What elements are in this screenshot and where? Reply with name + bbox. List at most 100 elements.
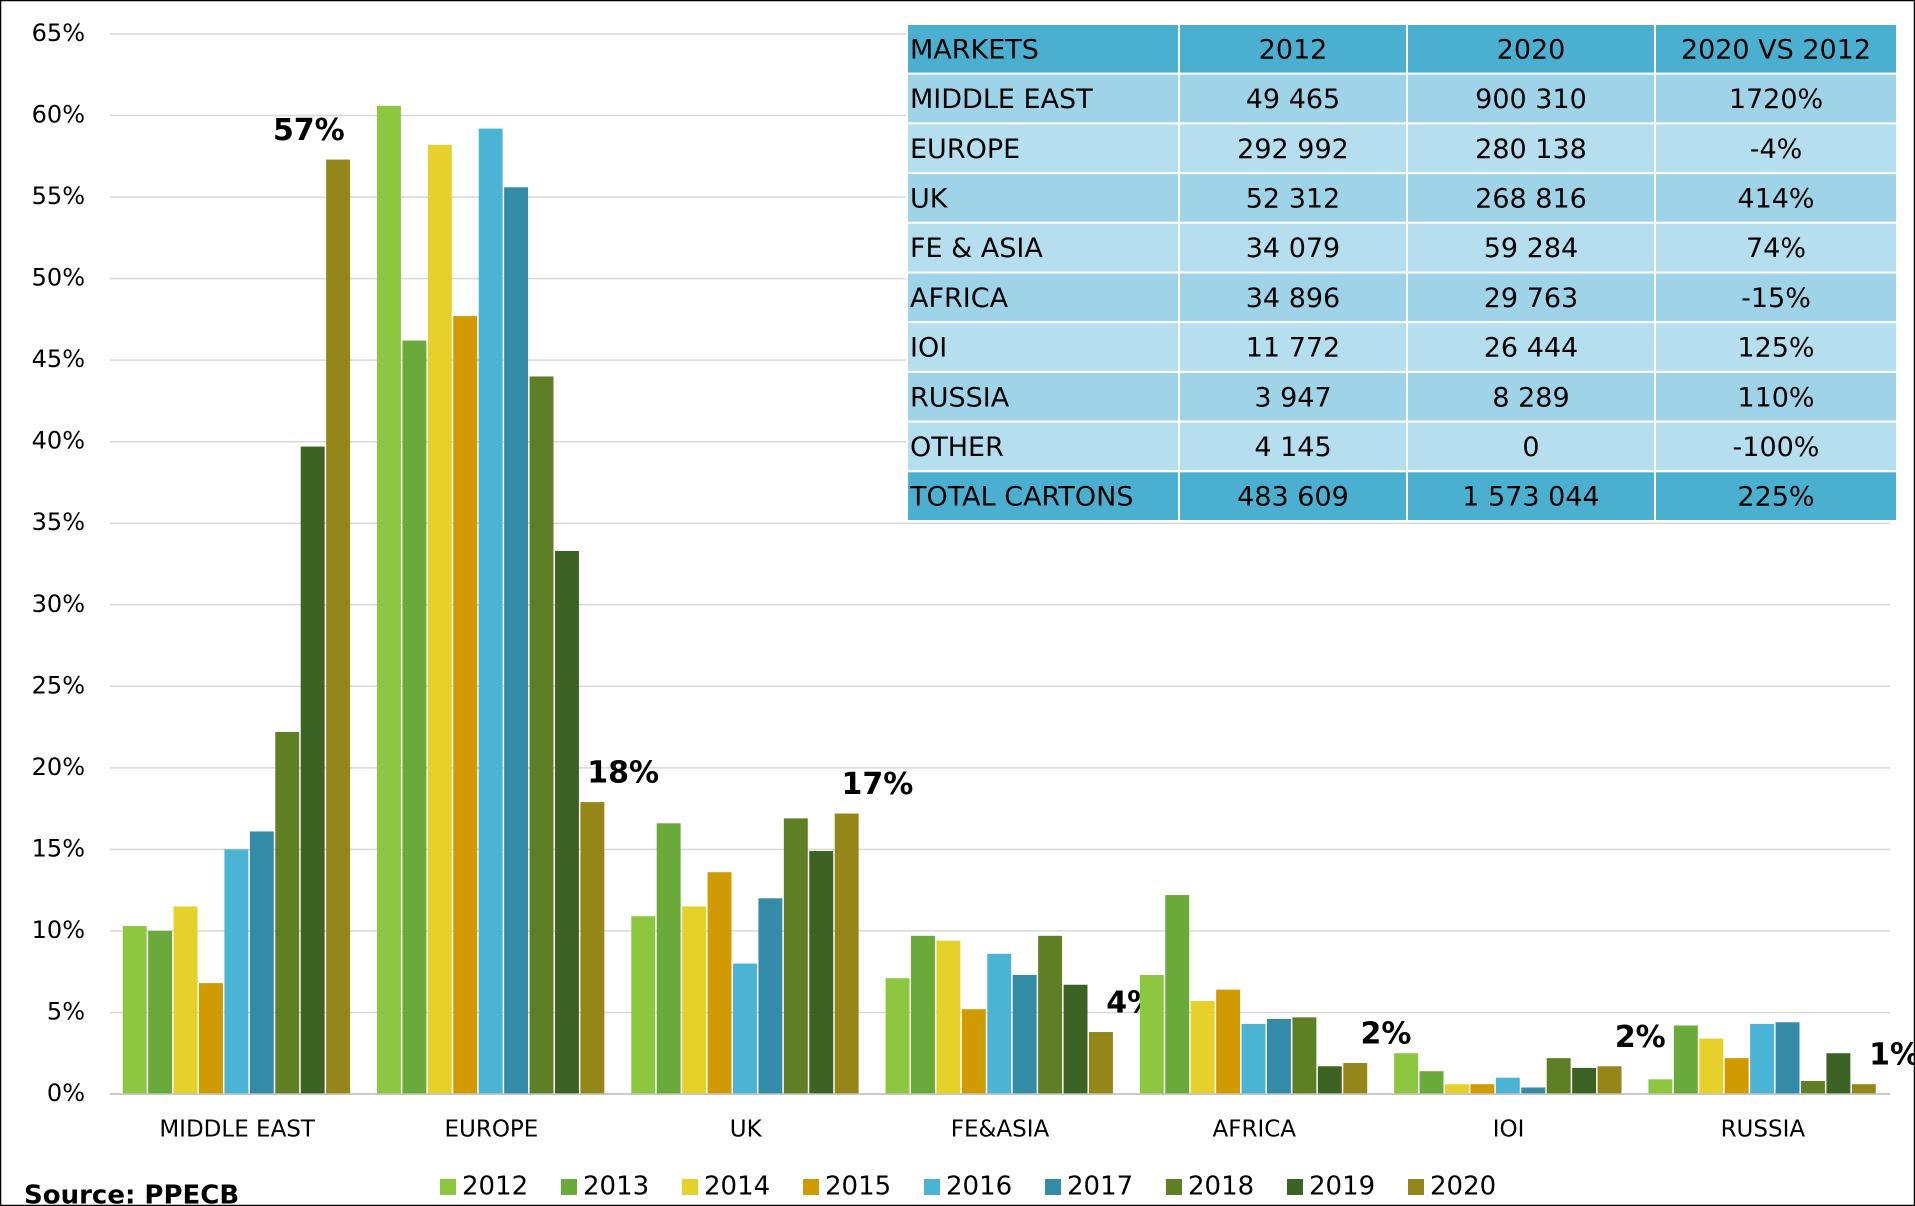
y-tick-label: 40% [32, 427, 85, 455]
table-cell [1178, 221, 1408, 274]
table-text: 8 289 [1492, 382, 1569, 413]
y-tick-label: 35% [32, 508, 85, 536]
table-text: AFRICA [910, 283, 1009, 314]
bar [656, 823, 681, 1094]
table-cell [1654, 122, 1898, 175]
y-tick-label: 45% [32, 345, 85, 373]
table-text: MIDDLE EAST [910, 84, 1093, 115]
bar [783, 818, 808, 1094]
x-tick-label: MIDDLE EAST [159, 1117, 316, 1143]
table-text: 110% [1737, 382, 1814, 413]
bar [453, 316, 478, 1095]
bar [555, 550, 579, 1094]
y-tick-label: 25% [32, 671, 85, 699]
bar [707, 872, 732, 1094]
y-tick-label: 60% [32, 101, 85, 129]
table-cell [1406, 271, 1656, 324]
data-label: 57% [273, 113, 345, 148]
bar [1012, 974, 1037, 1094]
bar [758, 898, 783, 1094]
table-cell [1406, 221, 1656, 274]
legend-swatch [682, 1179, 698, 1195]
bar [1699, 1038, 1724, 1094]
bar [1495, 1077, 1520, 1094]
y-tick-label: 50% [32, 264, 85, 292]
legend-label: 2015 [825, 1172, 891, 1202]
table-cell [906, 420, 1180, 473]
bar [580, 802, 605, 1094]
table-text: EUROPE [910, 134, 1020, 165]
table-cell [906, 470, 1180, 522]
table-cell [1406, 172, 1656, 224]
y-tick-label: 15% [32, 834, 85, 862]
table-cell [906, 321, 1180, 373]
table-cell [1654, 72, 1898, 125]
table-text: -100% [1733, 432, 1820, 463]
table-cell [1654, 321, 1898, 373]
bar [1216, 989, 1241, 1094]
bar [1317, 1066, 1342, 1094]
x-tick-label: AFRICA [1213, 1117, 1297, 1143]
bar [402, 340, 427, 1095]
bar [1165, 895, 1190, 1094]
x-tick-label: IOI [1493, 1117, 1525, 1143]
legend-label: 2020 [1430, 1172, 1496, 1202]
table-text: 1 573 044 [1462, 482, 1599, 513]
legend-label: 2018 [1188, 1172, 1254, 1202]
table-text: UK [910, 183, 949, 214]
bar [249, 831, 274, 1094]
bar [1445, 1084, 1469, 1094]
y-tick-label: 20% [32, 753, 85, 781]
table-text: OTHER [910, 432, 1004, 463]
bar [1292, 1017, 1317, 1094]
data-label: 18% [587, 756, 659, 791]
table-text: 52 312 [1246, 183, 1340, 214]
y-tick-label: 30% [32, 590, 85, 618]
legend-swatch [1045, 1179, 1061, 1195]
legend-swatch [924, 1179, 940, 1195]
bar [1343, 1063, 1368, 1094]
bar [199, 983, 223, 1094]
table-cell [1178, 172, 1408, 224]
legend-swatch [803, 1179, 819, 1195]
table-cell [1178, 321, 1408, 373]
table-cell [1178, 271, 1408, 324]
bar [682, 906, 707, 1094]
bar [1190, 1001, 1215, 1094]
legend-label: 2012 [462, 1172, 528, 1202]
bar [377, 105, 401, 1094]
table-cell [906, 221, 1180, 274]
table-text: 0 [1522, 432, 1539, 463]
table-text: 49 465 [1246, 84, 1340, 115]
data-label: 1% [1869, 1038, 1915, 1073]
legend-swatch [440, 1179, 456, 1195]
bar [1139, 974, 1164, 1094]
bar [173, 906, 198, 1094]
table-text: FE & ASIA [910, 233, 1043, 264]
table-text: 34 896 [1246, 283, 1340, 314]
bar [631, 916, 656, 1094]
legend-label: 2016 [946, 1172, 1012, 1202]
table-cell [906, 122, 1180, 175]
table-cell [906, 23, 1180, 75]
table-cell [906, 72, 1180, 125]
table-text: IOI [910, 333, 947, 364]
bar [427, 144, 452, 1094]
table-text: MARKETS [910, 34, 1039, 65]
table-cell [1654, 370, 1898, 423]
table-text: 280 138 [1475, 134, 1587, 165]
table-text: 483 609 [1237, 482, 1349, 513]
bar [1826, 1053, 1851, 1094]
bar [122, 926, 147, 1094]
x-tick-label: EUROPE [444, 1117, 538, 1143]
table-cell [1654, 23, 1898, 75]
table-text: 2020 [1497, 34, 1566, 65]
y-tick-label: 0% [47, 1079, 85, 1107]
legend-swatch [1287, 1179, 1303, 1195]
bar [1267, 1018, 1291, 1094]
bar [478, 128, 503, 1095]
table-text: 26 444 [1484, 333, 1578, 364]
y-tick-label: 10% [32, 916, 85, 944]
bar [834, 813, 859, 1094]
table-text: 1720% [1729, 84, 1823, 115]
